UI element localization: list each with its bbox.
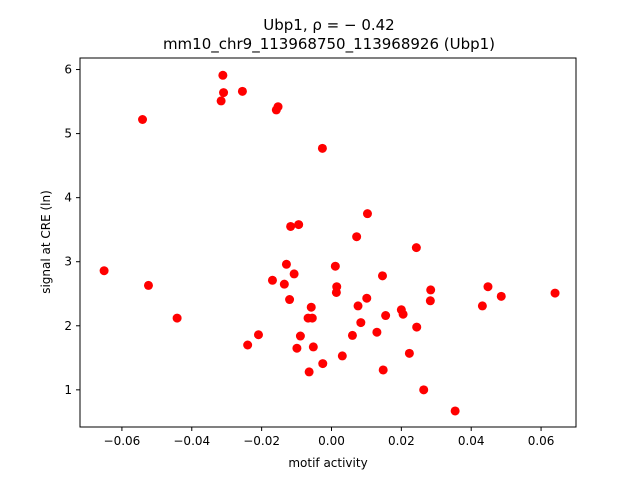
- data-point: [317, 143, 327, 153]
- data-point: [99, 266, 109, 276]
- data-points: [99, 70, 560, 416]
- data-point: [483, 282, 493, 292]
- x-tick-label: 0.02: [388, 434, 415, 448]
- data-point: [308, 342, 318, 352]
- y-tick-label: 3: [64, 255, 72, 269]
- data-point: [330, 261, 340, 271]
- data-point: [219, 88, 229, 98]
- data-point: [362, 293, 372, 303]
- data-point: [404, 348, 414, 358]
- data-point: [362, 209, 372, 219]
- x-tick-label: 0.00: [318, 434, 345, 448]
- y-tick-label: 4: [64, 191, 72, 205]
- data-point: [286, 221, 296, 231]
- data-point: [425, 296, 435, 306]
- data-point: [143, 280, 153, 290]
- data-point: [285, 295, 295, 305]
- data-point: [377, 271, 387, 281]
- x-axis-label: motif activity: [288, 456, 367, 470]
- data-point: [289, 269, 299, 279]
- data-point: [331, 287, 341, 297]
- data-point: [550, 288, 560, 298]
- x-axis-ticks: −0.06 −0.04 −0.02 0.00 0.02 0.04 0.06: [104, 427, 555, 448]
- data-point: [243, 340, 253, 350]
- x-tick-label: −0.06: [104, 434, 141, 448]
- data-point: [378, 365, 388, 375]
- data-point: [271, 105, 281, 115]
- data-point: [398, 309, 408, 319]
- data-point: [307, 313, 317, 323]
- data-point: [411, 243, 421, 253]
- y-tick-label: 1: [64, 383, 72, 397]
- data-point: [253, 330, 263, 340]
- data-point: [426, 285, 436, 295]
- y-tick-label: 6: [64, 63, 72, 77]
- data-point: [353, 301, 363, 311]
- x-tick-label: −0.02: [243, 434, 280, 448]
- y-axis-ticks: 1 2 3 4 5 6: [64, 63, 80, 397]
- data-point: [347, 330, 357, 340]
- data-point: [294, 220, 304, 230]
- data-point: [279, 279, 289, 289]
- data-point: [281, 259, 291, 269]
- data-point: [412, 322, 422, 332]
- data-point: [450, 406, 460, 416]
- plot-area-frame: [79, 57, 577, 428]
- data-point: [477, 301, 487, 311]
- data-point: [138, 115, 148, 124]
- chart-title-line1: Ubp1, ρ = − 0.42: [263, 16, 394, 34]
- data-point: [306, 302, 316, 312]
- data-point: [352, 232, 362, 242]
- data-point: [218, 70, 228, 80]
- data-point: [172, 313, 182, 323]
- data-point: [237, 86, 247, 96]
- data-point: [372, 327, 382, 337]
- data-point: [419, 385, 429, 395]
- y-tick-label: 5: [64, 127, 72, 141]
- data-point: [318, 359, 328, 369]
- data-point: [356, 318, 366, 328]
- data-point: [304, 367, 314, 377]
- y-tick-label: 2: [64, 319, 72, 333]
- y-axis-label: signal at CRE (ln): [39, 190, 53, 294]
- x-tick-label: 0.06: [528, 434, 555, 448]
- data-point: [381, 311, 391, 321]
- x-tick-label: 0.04: [458, 434, 485, 448]
- chart-title-line2: mm10_chr9_113968750_113968926 (Ubp1): [163, 35, 495, 54]
- data-point: [267, 275, 277, 285]
- data-point: [216, 96, 226, 106]
- x-tick-label: −0.04: [173, 434, 210, 448]
- data-point: [496, 291, 506, 301]
- data-point: [337, 351, 347, 361]
- data-point: [295, 331, 305, 341]
- data-point: [292, 343, 302, 353]
